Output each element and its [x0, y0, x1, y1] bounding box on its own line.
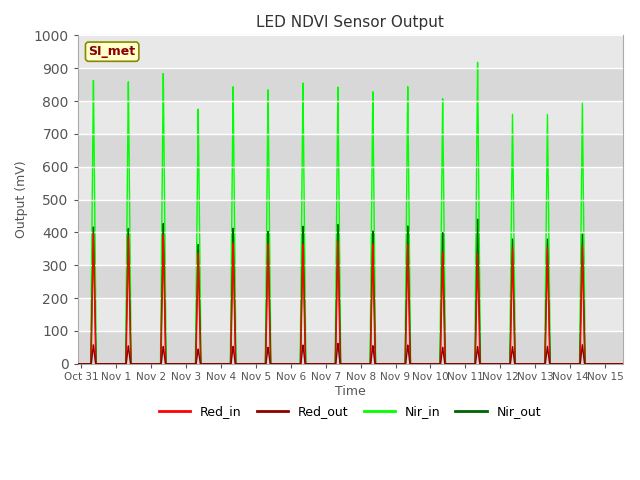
Legend: Red_in, Red_out, Nir_in, Nir_out: Red_in, Red_out, Nir_in, Nir_out — [154, 400, 547, 423]
Bar — [77, 68, 623, 101]
Bar — [77, 134, 623, 167]
Bar — [77, 200, 623, 232]
Bar — [77, 331, 623, 364]
Bar — [77, 298, 623, 331]
Bar — [77, 36, 623, 68]
X-axis label: Time: Time — [335, 385, 365, 398]
Y-axis label: Output (mV): Output (mV) — [15, 161, 28, 239]
Bar — [77, 265, 623, 298]
Bar — [77, 232, 623, 265]
Bar — [77, 101, 623, 134]
Text: SI_met: SI_met — [88, 45, 136, 58]
Bar — [77, 167, 623, 200]
Title: LED NDVI Sensor Output: LED NDVI Sensor Output — [256, 15, 444, 30]
